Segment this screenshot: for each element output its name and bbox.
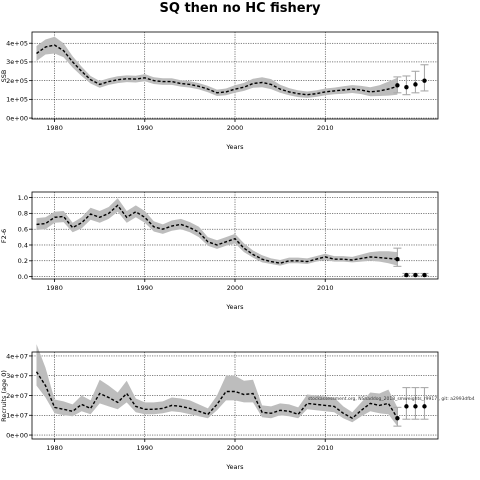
figure-title: SQ then no HC fishery <box>160 1 322 16</box>
y-tick-label: 0.8 <box>18 210 28 218</box>
panels: 1980 1990 2000 2010 0e+00 1e+05 2e+05 3e+05 4e+0… <box>0 31 439 471</box>
forecast-point <box>413 272 418 278</box>
y-tick-label: 2e+05 <box>6 77 28 85</box>
y-axis-label: F2-6 <box>0 229 8 243</box>
forecast-point <box>413 82 418 87</box>
x-tick-label: 2000 <box>227 284 244 292</box>
x-axis-label: Years <box>225 143 244 151</box>
fbar-confidence-band <box>36 198 398 266</box>
x-tick-label: 1990 <box>137 124 154 132</box>
recruits-panel: 1980 1990 2000 2010 0e+00 1e+07 2e+07 3e+07 4e+0… <box>0 344 439 471</box>
y-tick-label: 0.0 <box>18 273 28 281</box>
y-axis-label: Recruits (age 0) <box>0 370 8 422</box>
fbar-panel: 1980 1990 2000 2010 0.0 0.2 0.4 0.6 0.8 1.0 Years F… <box>0 191 439 311</box>
forecast-point <box>404 84 409 90</box>
ssb-confidence-band <box>36 36 398 98</box>
ssb-panel: 1980 1990 2000 2010 0e+00 1e+05 2e+05 3e+05 4e+0… <box>0 31 439 151</box>
forecast-point <box>422 272 427 278</box>
x-tick-label: 2000 <box>227 444 244 452</box>
x-axis-label: Years <box>225 463 244 471</box>
y-tick-label: 1.0 <box>18 194 28 202</box>
x-tick-label: 2010 <box>317 444 334 452</box>
recruits-estimate-line <box>35 371 398 420</box>
forecast-point <box>395 257 400 262</box>
fbar-estimate-line <box>36 204 398 264</box>
y-tick-label: 1e+07 <box>6 412 28 420</box>
forecast-point <box>404 404 409 409</box>
y-tick-label: 2e+07 <box>6 392 28 400</box>
x-tick-label: 1990 <box>137 444 154 452</box>
x-tick-label: 2010 <box>317 124 334 132</box>
forecast-point <box>422 404 427 409</box>
forecast-point <box>395 83 400 88</box>
y-tick-label: 0.2 <box>18 257 28 265</box>
y-tick-label: 3e+05 <box>6 58 28 66</box>
forecast-point <box>413 404 418 409</box>
y-axis-label: SSB <box>0 70 8 83</box>
x-tick-label: 1980 <box>46 124 63 132</box>
forecast-point <box>422 78 427 83</box>
y-tick-label: 1e+05 <box>6 96 28 104</box>
y-tick-label: 4e+07 <box>6 352 28 360</box>
y-tick-label: 0e+00 <box>6 431 28 439</box>
recruits-confidence-band <box>36 344 398 427</box>
y-tick-label: 0e+00 <box>6 114 28 122</box>
y-tick-label: 0.6 <box>18 225 28 233</box>
ssb-estimate-line <box>36 44 398 96</box>
y-tick-label: 3e+07 <box>6 372 28 380</box>
x-tick-label: 1990 <box>137 284 154 292</box>
provenance-note: stockassessment.org, NShaddog_2018_smwei… <box>308 396 475 402</box>
x-axis-label: Years <box>225 303 244 311</box>
forecast-point <box>404 272 409 278</box>
y-tick-label: 4e+05 <box>6 40 28 48</box>
x-tick-label: 2010 <box>317 284 334 292</box>
forecast-point <box>395 416 400 421</box>
x-tick-label: 1980 <box>46 444 63 452</box>
x-tick-label: 2000 <box>227 124 244 132</box>
x-tick-label: 1980 <box>46 284 63 292</box>
y-tick-label: 0.4 <box>18 241 28 249</box>
